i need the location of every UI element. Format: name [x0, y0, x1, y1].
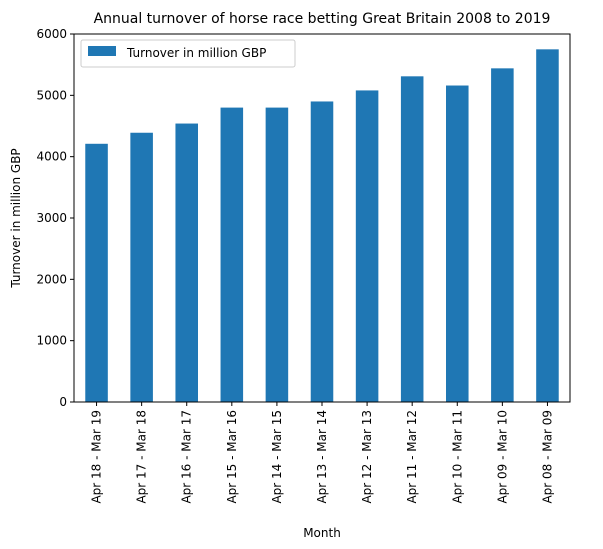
x-tick-label: Apr 15 - Mar 16 — [225, 410, 239, 504]
bar — [310, 101, 334, 402]
x-tick-label: Apr 08 - Mar 09 — [540, 410, 554, 504]
x-tick-label: Apr 11 - Mar 12 — [405, 410, 419, 504]
x-tick-label: Apr 14 - Mar 15 — [270, 410, 284, 504]
x-tick-label: Apr 17 - Mar 18 — [135, 410, 149, 504]
y-tick-label: 4000 — [36, 150, 67, 164]
bar — [220, 107, 244, 402]
y-axis-ticks: 0 1000 2000 3000 4000 5000 6000 — [36, 27, 74, 409]
x-tick-label: Apr 09 - Mar 10 — [495, 410, 509, 504]
x-tick-label: Apr 13 - Mar 14 — [315, 410, 329, 504]
bar — [85, 143, 108, 402]
bars-group — [85, 49, 559, 403]
y-tick-label: 0 — [59, 395, 67, 409]
bar — [355, 90, 379, 402]
bar — [265, 107, 289, 402]
y-tick-label: 2000 — [36, 272, 67, 286]
x-axis-ticks: Apr 18 - Mar 19 Apr 17 - Mar 18 Apr 16 - M… — [90, 402, 554, 504]
y-tick-label: 3000 — [36, 211, 67, 225]
legend-swatch — [88, 46, 116, 56]
plot-frame — [73, 33, 571, 403]
bar — [536, 49, 559, 402]
bar — [491, 68, 514, 402]
legend: Turnover in million GBP — [80, 39, 296, 68]
y-tick-label: 1000 — [36, 334, 67, 348]
bar — [175, 123, 198, 403]
legend-box — [80, 39, 296, 68]
x-tick-label: Apr 10 - Mar 11 — [450, 410, 464, 504]
bar — [400, 76, 424, 402]
x-tick-label: Apr 16 - Mar 17 — [180, 410, 194, 504]
bar — [446, 85, 469, 403]
x-tick-label: Apr 12 - Mar 13 — [360, 410, 374, 504]
x-axis-label: Month — [303, 526, 341, 540]
x-tick-label: Apr 18 - Mar 19 — [90, 410, 104, 504]
chart-title: Annual turnover of horse race betting Gr… — [94, 11, 551, 27]
y-tick-label: 5000 — [36, 88, 67, 102]
y-tick-label: 6000 — [36, 27, 67, 41]
bar — [130, 132, 153, 402]
y-axis-label: Turnover in million GBP — [9, 148, 23, 288]
legend-label: Turnover in million GBP — [126, 46, 266, 60]
